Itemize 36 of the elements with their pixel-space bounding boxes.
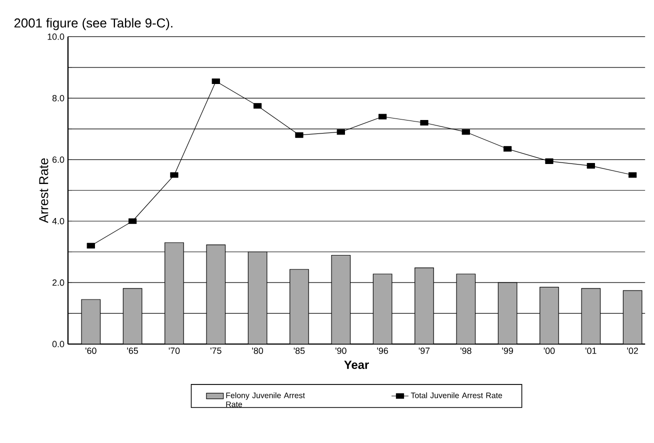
text: 2001 figure (see Table 9-C).: [14, 18, 172, 30]
x-tick-label: '75: [210, 347, 222, 354]
x-tick-label: '65: [127, 347, 138, 354]
point: [86, 242, 95, 248]
point: [504, 146, 512, 152]
x-tick-label: '00: [544, 347, 555, 354]
y-axis-title: Arrest Rate: [39, 158, 48, 223]
point: [545, 158, 554, 164]
x-tick-label: '85: [294, 347, 305, 354]
point: [462, 129, 470, 135]
x-tick-label: '02: [627, 347, 638, 354]
point: [628, 172, 637, 178]
y-tick-label: 2.0: [52, 279, 64, 286]
x-tick-label: '96: [377, 347, 388, 354]
y-tick-label: 10.0: [48, 33, 64, 40]
x-tick-label: '60: [86, 347, 96, 354]
point: [212, 78, 220, 84]
point: [420, 120, 428, 126]
x-tick-label: '97: [418, 347, 430, 354]
point: [170, 172, 178, 178]
x-tick-label: '99: [502, 347, 513, 354]
x-tick-label: '98: [460, 347, 472, 354]
x-tick-label: '01: [586, 347, 596, 354]
y-tick-label: 4.0: [52, 218, 64, 224]
point: [586, 162, 595, 168]
x-tick-label: '80: [252, 347, 264, 354]
x-axis-title: Year: [344, 360, 369, 369]
point: [378, 114, 387, 120]
y-tick-label: 6.0: [52, 156, 64, 163]
y-tick-label: 8.0: [52, 94, 64, 102]
point: [295, 132, 304, 138]
point: [254, 102, 262, 109]
point: [336, 129, 345, 135]
x-tick-label: '90: [336, 347, 346, 354]
x-tick-label: '70: [168, 347, 180, 354]
y-tick-label: 0.0: [52, 340, 64, 348]
